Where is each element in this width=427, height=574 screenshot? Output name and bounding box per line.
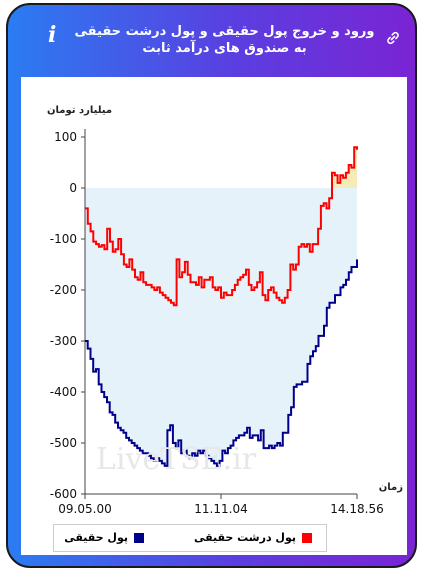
y-tick-label: -200: [50, 283, 77, 297]
y-tick-label: -500: [50, 436, 77, 450]
legend-swatch-blue: [134, 532, 144, 543]
chart-legend: پول درشت حقیقی پول حقیقی: [53, 524, 327, 552]
series-line-real-money: [85, 259, 358, 467]
y-tick-label: -300: [50, 334, 77, 348]
y-axis-label: میلیارد تومان: [47, 105, 112, 116]
watermark: LiveTSE.ir: [96, 442, 257, 477]
x-axis-label: زمان: [379, 482, 403, 493]
x-tick-label: 14.18.56: [330, 502, 383, 516]
y-tick-label: 100: [54, 130, 77, 144]
legend-swatch-red: [302, 532, 312, 543]
x-tick-label: 09.05.00: [58, 502, 111, 516]
area-fill-real-money: [85, 188, 357, 466]
y-tick-label: -600: [50, 487, 77, 501]
series-line-big-real-money: [85, 146, 358, 307]
card-header: ورود و خروج پول حقیقی و پول درشت حقیقی ب…: [8, 5, 415, 73]
chart-title: ورود و خروج پول حقیقی و پول درشت حقیقی ب…: [74, 24, 375, 56]
legend-item-big-real[interactable]: پول درشت حقیقی: [194, 531, 312, 544]
chart-card: ورود و خروج پول حقیقی و پول درشت حقیقی ب…: [6, 3, 417, 568]
link-icon[interactable]: [385, 30, 401, 46]
y-tick-label: -400: [50, 385, 77, 399]
legend-label-big-real: پول درشت حقیقی: [193, 531, 296, 544]
legend-label-real: پول حقیقی: [64, 531, 128, 544]
y-tick-label: 0: [69, 181, 77, 195]
legend-item-real[interactable]: پول حقیقی: [64, 531, 144, 544]
y-tick-label: -100: [50, 232, 77, 246]
chart-panel: 100 0 -100 -200 -300 -400 -500 -600 09.05.00 11.1…: [21, 77, 407, 555]
info-icon[interactable]: i: [48, 22, 57, 48]
x-tick-label: 11.11.04: [194, 502, 247, 516]
